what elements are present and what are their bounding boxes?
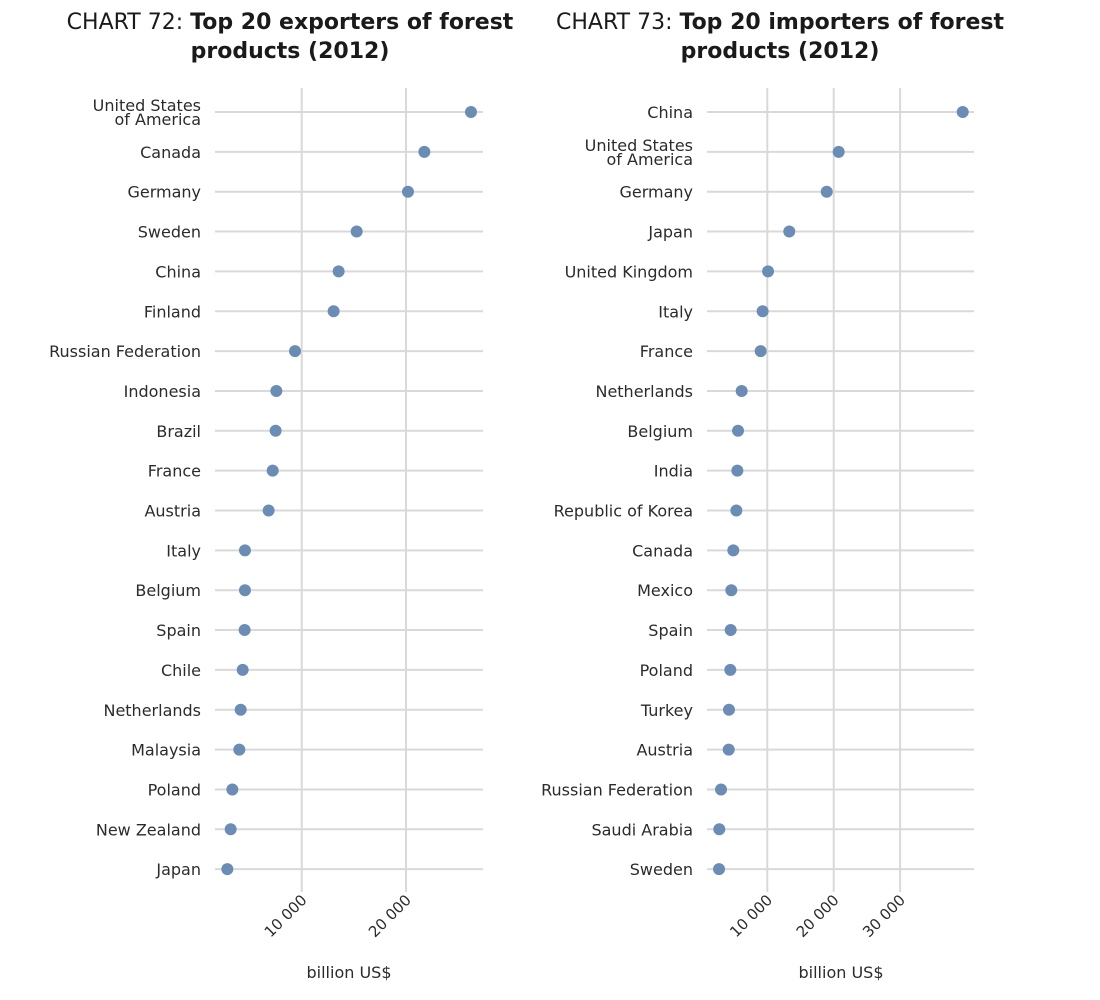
chart-72-title-line2: products (2012) xyxy=(190,39,390,64)
chart-72-point xyxy=(236,663,249,676)
chart-73-point xyxy=(725,584,738,597)
chart-72-xtick-label: 10 000 xyxy=(261,891,311,941)
chart-73-category-label: India xyxy=(654,462,693,481)
chart-73-category-label: Russian Federation xyxy=(541,780,693,799)
chart-72-category-label: of America xyxy=(114,110,201,129)
chart-72-point xyxy=(269,424,282,437)
chart-72-title-line1: Top 20 exporters of forest xyxy=(190,10,514,35)
chart-72-title: CHART 72: Top 20 exporters of forest pro… xyxy=(40,8,540,66)
chart-73-point xyxy=(722,703,735,716)
chart-72-point xyxy=(234,703,247,716)
chart-72-category-label: Sweden xyxy=(138,223,201,242)
chart-72-point xyxy=(464,106,477,118)
chart-73-point xyxy=(754,345,767,358)
chart-72-point xyxy=(350,225,363,238)
chart-72-category-label: New Zealand xyxy=(96,820,201,839)
chart-73-point xyxy=(735,384,748,397)
chart-73-point xyxy=(783,225,796,238)
chart-72-point xyxy=(233,743,246,756)
chart-72-point xyxy=(224,823,237,836)
chart-73-category-label: United Kingdom xyxy=(565,262,693,281)
chart-72-point xyxy=(238,544,251,557)
chart-73-category-label: Belgium xyxy=(627,422,693,441)
chart-73-point xyxy=(724,663,737,676)
chart-73-point xyxy=(715,783,728,796)
chart-72-xtick-label: 20 000 xyxy=(365,891,415,941)
chart-73-category-label: France xyxy=(640,342,693,361)
chart-72-category-label: Italy xyxy=(166,541,201,560)
chart-73-title-prefix: CHART 73: xyxy=(556,10,680,35)
chart-73-point xyxy=(820,185,833,198)
chart-72-title-prefix: CHART 72: xyxy=(66,10,191,35)
chart-73-point xyxy=(713,823,726,836)
chart-72-point xyxy=(238,584,251,597)
chart-72-category-label: France xyxy=(148,462,201,481)
chart-72-point xyxy=(262,504,275,517)
chart-73-xtick-label: 30 000 xyxy=(859,891,909,941)
chart-73-point xyxy=(762,265,775,278)
chart-73-title: CHART 73: Top 20 importers of forest pro… xyxy=(530,8,1030,66)
chart-73-point xyxy=(731,464,744,477)
chart-73-category-label: of America xyxy=(606,150,693,169)
chart-73-category-label: Sweden xyxy=(630,860,693,879)
chart-72-category-label: Spain xyxy=(156,621,201,640)
chart-73-xtick-label: 20 000 xyxy=(793,891,843,941)
chart-73-category-label: United States xyxy=(585,136,693,155)
chart-72-x-axis-title: billion US$ xyxy=(307,963,392,982)
chart-72-category-label: Poland xyxy=(148,780,201,799)
chart-72-category-label: Malaysia xyxy=(131,741,201,760)
chart-72-point xyxy=(327,305,340,318)
chart-73-category-label: Mexico xyxy=(637,581,693,600)
chart-72-point xyxy=(270,384,283,397)
chart-72-category-label: Germany xyxy=(127,183,201,202)
chart-73-category-label: Germany xyxy=(619,183,693,202)
chart-72-category-label: China xyxy=(155,262,201,281)
chart-72-point xyxy=(238,624,251,637)
chart-73-category-label: Austria xyxy=(636,741,693,760)
chart-73-title-line1: Top 20 importers of forest xyxy=(679,10,1004,35)
chart-73-xtick-label: 10 000 xyxy=(726,891,776,941)
chart-73-point xyxy=(727,544,740,557)
chart-72-category-label: Indonesia xyxy=(124,382,201,401)
chart-72-point xyxy=(289,345,302,358)
chart-73-category-label: Japan xyxy=(647,223,693,242)
chart-72-category-label: Austria xyxy=(144,502,201,521)
chart-73-category-label: Poland xyxy=(640,661,693,680)
chart-72-point xyxy=(418,145,431,158)
chart-73-category-label: Spain xyxy=(648,621,693,640)
chart-72-category-label: Canada xyxy=(140,143,201,162)
chart-73-title-line2: products (2012) xyxy=(680,39,880,64)
chart-73-point xyxy=(730,504,743,517)
chart-72-point xyxy=(266,464,279,477)
chart-73-category-label: China xyxy=(647,103,693,122)
chart-73-point xyxy=(756,305,769,318)
chart-73-point xyxy=(832,145,845,158)
chart-73-point xyxy=(713,863,726,876)
chart-72-category-label: Russian Federation xyxy=(49,342,201,361)
chart-73-x-axis-title: billion US$ xyxy=(799,963,884,982)
chart-73-category-label: Turkey xyxy=(640,701,693,720)
chart-73-category-label: Netherlands xyxy=(595,382,693,401)
chart-72-category-label: United States xyxy=(93,96,201,115)
chart-73-point xyxy=(724,624,737,637)
chart-73-point xyxy=(732,424,745,437)
chart-72-category-label: Belgium xyxy=(135,581,201,600)
chart-72-category-label: Japan xyxy=(155,860,201,879)
chart-72-point xyxy=(401,185,414,198)
chart-73-point xyxy=(722,743,735,756)
chart-72-point xyxy=(332,265,345,278)
chart-72-point xyxy=(226,783,239,796)
chart-73-point xyxy=(956,106,969,118)
chart-73-category-label: Saudi Arabia xyxy=(591,820,693,839)
chart-73-category-label: Canada xyxy=(632,541,693,560)
chart-72-category-label: Chile xyxy=(161,661,201,680)
chart-72-category-label: Netherlands xyxy=(103,701,201,720)
chart-73-category-label: Italy xyxy=(658,302,693,321)
chart-72-category-label: Finland xyxy=(144,302,201,321)
chart-72-category-label: Brazil xyxy=(156,422,201,441)
chart-73-category-label: Republic of Korea xyxy=(554,502,693,521)
chart-72-point xyxy=(221,863,234,876)
